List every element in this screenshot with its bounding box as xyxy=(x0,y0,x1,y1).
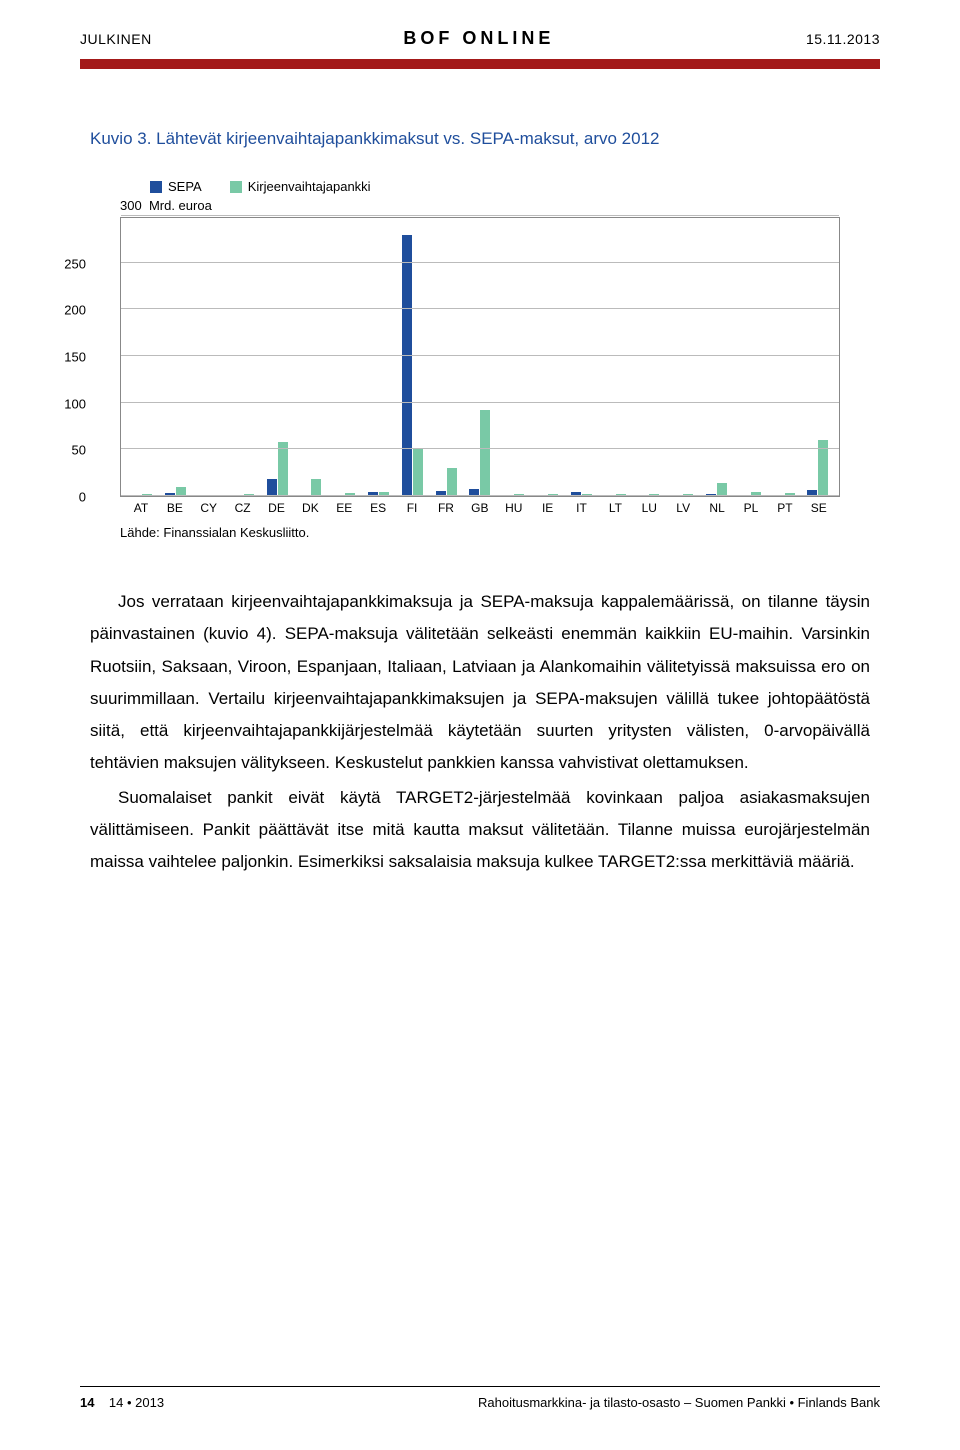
chart-bar-kvp xyxy=(278,442,288,496)
chart-xtick: LU xyxy=(637,501,661,515)
chart-ytick: 150 xyxy=(64,350,86,365)
chart-bar-kvp xyxy=(413,449,423,496)
footer-right: Rahoitusmarkkina- ja tilasto-osasto – Su… xyxy=(478,1395,880,1410)
chart-gridline xyxy=(121,402,839,403)
content-area: Kuvio 3. Lähtevät kirjeenvaihtajapankkim… xyxy=(0,69,960,879)
chart-xtick: DE xyxy=(265,501,289,515)
page-footer: 14 14 • 2013 Rahoitusmarkkina- ja tilast… xyxy=(80,1386,880,1410)
chart: 050100150200250 ATBECYCZDEDKEEESFIFRGBHU… xyxy=(120,217,840,515)
chart-bar-kvp xyxy=(480,410,490,496)
chart-bar-kvp xyxy=(311,479,321,496)
legend-item-sepa: SEPA xyxy=(150,179,202,194)
chart-bar-pair xyxy=(400,235,424,496)
chart-gridline xyxy=(121,355,839,356)
header-left: JULKINEN xyxy=(80,31,152,47)
body-text: Jos verrataan kirjeenvaihtajapankkimaksu… xyxy=(90,586,870,879)
chart-xtick: HU xyxy=(502,501,526,515)
chart-plot xyxy=(120,217,840,497)
chart-bar-pair xyxy=(299,479,323,496)
chart-gridline xyxy=(121,495,839,496)
chart-ytick: 200 xyxy=(64,303,86,318)
chart-bar-sepa xyxy=(402,235,412,496)
header-right: 15.11.2013 xyxy=(806,31,880,47)
chart-bar-kvp xyxy=(447,468,457,496)
chart-xtick: CY xyxy=(197,501,221,515)
chart-xtick: BE xyxy=(163,501,187,515)
legend-swatch-sepa xyxy=(150,181,162,193)
chart-xtick: ES xyxy=(366,501,390,515)
paragraph-2: Suomalaiset pankit eivät käytä TARGET2-j… xyxy=(90,782,870,879)
footer-left: 14 14 • 2013 xyxy=(80,1395,164,1410)
chart-xtick: FI xyxy=(400,501,424,515)
ylabel-text: Mrd. euroa xyxy=(149,198,212,213)
page-header: JULKINEN BOF ONLINE 15.11.2013 xyxy=(0,0,960,59)
footer-issue: 14 • 2013 xyxy=(109,1395,164,1410)
chart-xtick: PT xyxy=(773,501,797,515)
header-rule xyxy=(80,59,880,69)
chart-xtick: LV xyxy=(671,501,695,515)
header-center: BOF ONLINE xyxy=(403,28,554,49)
chart-xtick: NL xyxy=(705,501,729,515)
chart-gridline xyxy=(121,215,839,216)
chart-legend: SEPA Kirjeenvaihtajapankki xyxy=(150,179,870,194)
chart-gridline xyxy=(121,448,839,449)
chart-xtick: PL xyxy=(739,501,763,515)
chart-xtick: CZ xyxy=(231,501,255,515)
chart-ytick: 250 xyxy=(64,256,86,271)
chart-source: Lähde: Finanssialan Keskusliitto. xyxy=(120,525,870,540)
chart-bar-pair xyxy=(468,410,492,496)
chart-ylabel: 300 Mrd. euroa xyxy=(120,198,870,213)
chart-xtick: IT xyxy=(570,501,594,515)
footer-page-number: 14 xyxy=(80,1395,94,1410)
paragraph-1: Jos verrataan kirjeenvaihtajapankkimaksu… xyxy=(90,586,870,780)
chart-xtick: DK xyxy=(298,501,322,515)
chart-xtick: FR xyxy=(434,501,458,515)
chart-xtick: SE xyxy=(807,501,831,515)
chart-gridline xyxy=(121,308,839,309)
legend-label-kvp: Kirjeenvaihtajapankki xyxy=(248,179,371,194)
figure-title: Kuvio 3. Lähtevät kirjeenvaihtajapankkim… xyxy=(90,129,870,149)
chart-xtick: IE xyxy=(536,501,560,515)
chart-xaxis: AT BE CY CZ DE DK EE ES FI FR GB HU IE IT LT LU LV NL PL PT… xyxy=(120,497,840,515)
legend-label-sepa: SEPA xyxy=(168,179,202,194)
chart-xtick: EE xyxy=(332,501,356,515)
chart-xtick: GB xyxy=(468,501,492,515)
chart-bar-sepa xyxy=(267,479,277,496)
chart-ytick: 50 xyxy=(72,443,86,458)
chart-gridline xyxy=(121,262,839,263)
legend-swatch-kvp xyxy=(230,181,242,193)
chart-xtick: LT xyxy=(603,501,627,515)
chart-bar-pair xyxy=(265,442,289,496)
chart-bar-pair xyxy=(434,468,458,496)
chart-ytick: 100 xyxy=(64,396,86,411)
chart-ytick: 0 xyxy=(79,490,86,505)
chart-xtick: AT xyxy=(129,501,153,515)
chart-bars xyxy=(121,218,839,496)
legend-item-kvp: Kirjeenvaihtajapankki xyxy=(230,179,371,194)
ylabel-prefix: 300 xyxy=(120,198,142,213)
